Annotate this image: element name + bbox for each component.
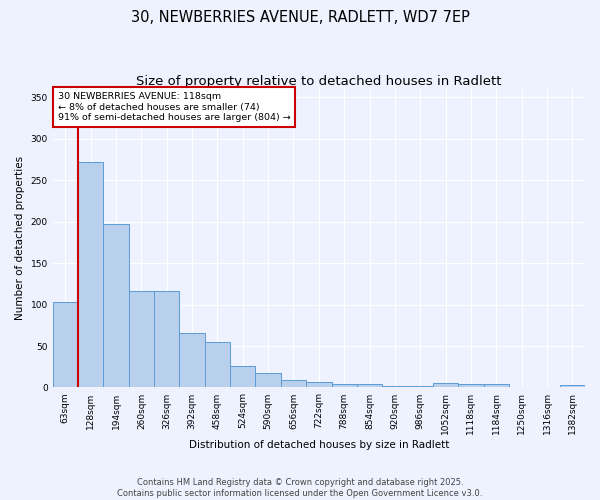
Text: Contains HM Land Registry data © Crown copyright and database right 2025.
Contai: Contains HM Land Registry data © Crown c… — [118, 478, 482, 498]
Bar — [281, 380, 306, 388]
Y-axis label: Number of detached properties: Number of detached properties — [15, 156, 25, 320]
Bar — [407, 386, 433, 388]
Bar — [332, 384, 357, 388]
Bar — [382, 386, 407, 388]
Bar — [357, 384, 382, 388]
Bar — [129, 292, 154, 388]
Bar — [458, 384, 484, 388]
Bar — [205, 342, 230, 388]
X-axis label: Distribution of detached houses by size in Radlett: Distribution of detached houses by size … — [188, 440, 449, 450]
Bar — [179, 333, 205, 388]
Text: 30, NEWBERRIES AVENUE, RADLETT, WD7 7EP: 30, NEWBERRIES AVENUE, RADLETT, WD7 7EP — [131, 10, 469, 25]
Bar — [230, 366, 256, 388]
Title: Size of property relative to detached houses in Radlett: Size of property relative to detached ho… — [136, 75, 502, 88]
Bar — [256, 374, 281, 388]
Bar — [433, 384, 458, 388]
Bar — [560, 385, 585, 388]
Bar — [154, 292, 179, 388]
Bar — [53, 302, 78, 388]
Text: 30 NEWBERRIES AVENUE: 118sqm
← 8% of detached houses are smaller (74)
91% of sem: 30 NEWBERRIES AVENUE: 118sqm ← 8% of det… — [58, 92, 291, 122]
Bar — [103, 224, 129, 388]
Bar — [306, 382, 332, 388]
Bar — [78, 162, 103, 388]
Bar — [484, 384, 509, 388]
